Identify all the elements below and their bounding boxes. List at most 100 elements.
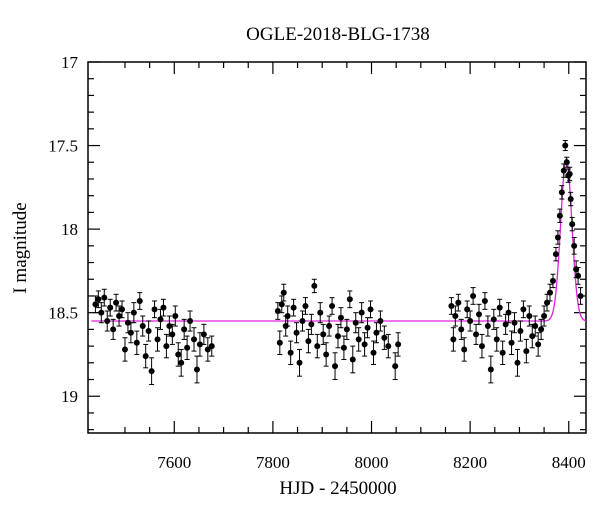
data-marker — [566, 170, 573, 177]
data-marker — [104, 318, 111, 325]
data-marker — [113, 299, 120, 306]
data-marker — [314, 343, 321, 350]
data-point — [560, 163, 567, 178]
data-marker — [448, 302, 455, 309]
data-marker — [450, 336, 457, 343]
data-point — [169, 323, 176, 345]
data-point — [334, 323, 341, 349]
data-point — [337, 307, 344, 329]
data-marker — [121, 346, 128, 353]
data-point — [567, 191, 574, 207]
data-point — [299, 310, 306, 332]
data-point — [343, 318, 350, 340]
data-point — [92, 295, 99, 314]
data-marker — [511, 319, 518, 326]
data-marker — [181, 326, 188, 333]
x-tick-label: 8200 — [453, 453, 487, 472]
data-marker — [484, 323, 491, 330]
data-marker — [178, 359, 185, 366]
data-marker — [529, 333, 536, 340]
data-point — [364, 317, 371, 339]
data-point — [151, 300, 158, 319]
data-point — [529, 323, 536, 349]
x-tick-label: 7600 — [157, 453, 191, 472]
data-point — [473, 323, 480, 345]
data-point — [142, 343, 149, 369]
data-point — [377, 310, 384, 332]
data-point — [317, 302, 324, 324]
data-marker — [517, 328, 524, 335]
data-marker — [101, 294, 108, 301]
data-point — [349, 345, 356, 374]
data-marker — [323, 351, 330, 358]
data-point — [538, 318, 545, 340]
data-marker — [455, 299, 462, 306]
data-marker — [549, 277, 556, 284]
model-curve — [91, 157, 587, 322]
data-point — [467, 310, 474, 332]
data-point — [110, 318, 117, 340]
data-marker — [562, 142, 569, 149]
data-point — [130, 302, 137, 324]
data-point — [276, 330, 283, 355]
data-point — [520, 300, 527, 319]
data-marker — [200, 331, 207, 338]
data-points-layer — [92, 140, 584, 386]
data-marker — [520, 306, 527, 313]
data-point — [113, 293, 120, 312]
data-marker — [305, 338, 312, 345]
data-marker — [370, 349, 377, 356]
data-point — [478, 333, 485, 359]
data-marker — [276, 339, 283, 346]
data-marker — [478, 343, 485, 350]
data-point — [340, 335, 347, 360]
data-point — [395, 332, 402, 357]
data-point — [323, 342, 330, 367]
data-marker — [208, 343, 215, 350]
data-point — [361, 332, 368, 357]
data-marker — [556, 212, 563, 219]
data-point — [139, 315, 146, 337]
data-point — [107, 298, 114, 317]
data-point — [381, 325, 388, 350]
y-tick-label: 19 — [61, 387, 78, 406]
data-marker — [364, 324, 371, 331]
data-marker — [577, 292, 584, 299]
data-marker — [575, 272, 582, 279]
data-point — [284, 305, 291, 327]
data-point — [314, 333, 321, 359]
data-point — [160, 298, 167, 317]
data-marker — [302, 302, 309, 309]
y-tick-label: 17 — [61, 53, 79, 72]
data-marker — [340, 344, 347, 351]
data-point — [191, 327, 198, 352]
data-marker — [148, 368, 155, 375]
data-point — [385, 333, 392, 359]
data-point — [98, 302, 105, 324]
data-marker — [95, 296, 102, 303]
data-marker — [130, 309, 137, 316]
data-marker — [499, 349, 506, 356]
data-point — [532, 315, 539, 337]
data-point — [119, 300, 126, 319]
data-point — [308, 313, 315, 335]
data-point — [547, 283, 554, 302]
data-marker — [332, 363, 339, 370]
data-marker — [204, 346, 211, 353]
data-marker — [541, 313, 548, 320]
data-marker — [487, 366, 494, 373]
data-point — [464, 300, 471, 319]
data-marker — [461, 346, 468, 353]
data-point — [181, 318, 188, 340]
data-point — [566, 166, 573, 182]
data-marker — [317, 309, 324, 316]
data-point — [484, 315, 491, 337]
data-marker — [473, 331, 480, 338]
data-point — [320, 323, 327, 345]
data-marker — [145, 328, 152, 335]
data-marker — [175, 351, 182, 358]
data-point — [541, 305, 548, 327]
data-point — [458, 318, 465, 340]
data-marker — [554, 234, 561, 241]
data-marker — [172, 313, 179, 320]
